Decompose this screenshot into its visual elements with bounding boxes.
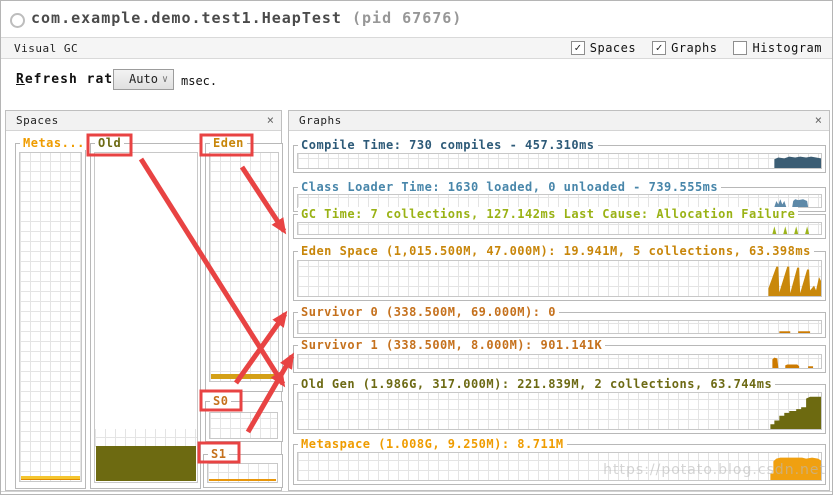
app-status-icon <box>10 13 25 28</box>
window-bottom-divider <box>1 491 832 492</box>
graph-gc-time-label: GC Time: 7 collections, 127.142ms Last C… <box>298 207 799 221</box>
space-eden-label: Eden <box>210 136 247 150</box>
refresh-rate-unit: msec. <box>181 74 218 88</box>
title-pid: (pid 67676) <box>352 9 463 27</box>
gc-time-sparkline <box>772 226 810 234</box>
space-old: Old <box>90 136 201 489</box>
graphs-close-icon[interactable]: × <box>814 113 822 127</box>
title-class-name: com.example.demo.test1.HeapTest <box>31 9 342 27</box>
space-metaspace: Metas... <box>15 136 88 489</box>
graph-metaspace-label: Metaspace (1.008G, 9.250M): 8.711M <box>298 437 567 451</box>
checkbox-spaces[interactable]: ✓ Spaces <box>570 41 637 55</box>
compile-time-sparkline <box>774 156 821 168</box>
space-s1-used-bar <box>209 479 276 481</box>
refresh-rate-row: Refresh rate: Auto ∨ msec. <box>1 59 832 99</box>
graph-survivor-0-label: Survivor 0 (338.500M, 69.000M): 0 <box>298 305 559 319</box>
graph-compile-time-strip <box>297 153 822 169</box>
survivor-0-sparkline <box>779 331 811 333</box>
checkbox-spaces-box[interactable]: ✓ <box>570 41 585 55</box>
graph-compile-time-label: Compile Time: 730 compiles - 457.310ms <box>298 138 598 152</box>
space-metaspace-label: Metas... <box>20 136 88 150</box>
graph-metaspace-strip <box>297 452 822 481</box>
graph-row-compile-time: Compile Time: 730 compiles - 457.310ms <box>293 138 826 173</box>
visual-gc-toolbar: Visual GC ✓ Spaces ✓ Graphs Histogram <box>1 37 832 59</box>
metaspace-sparkline <box>770 457 821 480</box>
graph-gc-time-strip <box>297 222 822 235</box>
eden-space-sparkline <box>768 266 821 296</box>
graph-survivor-0-strip <box>297 320 822 334</box>
graph-row-metaspace: Metaspace (1.008G, 9.250M): 8.711M <box>293 437 826 485</box>
graph-row-survivor-0: Survivor 0 (338.500M, 69.000M): 0 <box>293 305 826 338</box>
space-metaspace-used-bar <box>21 476 80 480</box>
class-loader-sparkline <box>774 199 809 207</box>
space-old-committed-grid <box>95 429 197 447</box>
refresh-rate-select[interactable]: Auto ∨ <box>113 69 174 90</box>
space-s1-chart <box>207 463 278 483</box>
graph-row-survivor-1: Survivor 1 (338.500M, 8.000M): 901.141K <box>293 338 826 373</box>
checkbox-graphs-box[interactable]: ✓ <box>652 41 667 55</box>
graphs-panel-header: Graphs × <box>289 111 829 131</box>
old-gen-sparkline <box>770 396 821 429</box>
view-checkboxes: ✓ Spaces ✓ Graphs Histogram <box>570 41 822 55</box>
tab-visual-gc[interactable]: Visual GC <box>14 42 79 55</box>
graph-survivor-1-strip <box>297 354 822 369</box>
page-title: com.example.demo.test1.HeapTest (pid 676… <box>31 9 462 27</box>
graph-old-gen-strip <box>297 392 822 430</box>
checkbox-histogram-label: Histogram <box>752 41 822 55</box>
space-eden-used-bar <box>211 374 277 379</box>
checkbox-histogram-box[interactable] <box>733 41 748 55</box>
watermark: https://potato.blog.csdn.net <box>603 462 826 478</box>
spaces-close-icon[interactable]: × <box>266 113 274 127</box>
checkbox-spaces-label: Spaces <box>589 41 637 55</box>
graph-eden-space-strip <box>297 260 822 297</box>
space-s1-label: S1 <box>208 447 230 461</box>
checkbox-graphs-label: Graphs <box>671 41 718 55</box>
chevron-down-icon: ∨ <box>161 74 168 85</box>
space-s0-chart <box>209 412 278 439</box>
graph-survivor-1-label: Survivor 1 (338.500M, 8.000M): 901.141K <box>298 338 606 352</box>
graph-eden-space-label: Eden Space (1,015.500M, 47.000M): 19.941… <box>298 244 814 258</box>
refresh-rate-value: Auto <box>129 72 158 86</box>
refresh-rate-label: Refresh rate: <box>16 72 131 87</box>
survivor-1-sparkline <box>772 357 814 368</box>
graph-row-old-gen: Old Gen (1.986G, 317.000M): 221.839M, 2 … <box>293 377 826 434</box>
graph-row-eden-space: Eden Space (1,015.500M, 47.000M): 19.941… <box>293 244 826 301</box>
graphs-panel: Graphs × Compile Time: 730 compiles - 45… <box>288 110 830 491</box>
space-metaspace-chart <box>19 152 82 482</box>
graph-class-loader-label: Class Loader Time: 1630 loaded, 0 unload… <box>298 180 722 194</box>
space-eden: Eden <box>205 136 283 392</box>
spaces-panel: Spaces × Metas... Old Eden S <box>5 110 283 491</box>
space-s0-label: S0 <box>210 394 232 408</box>
space-s0: S0 <box>205 394 283 442</box>
graph-old-gen-label: Old Gen (1.986G, 317.000M): 221.839M, 2 … <box>298 377 776 391</box>
checkbox-graphs[interactable]: ✓ Graphs <box>652 41 717 55</box>
spaces-panel-header: Spaces × <box>6 111 281 131</box>
space-s1: S1 <box>203 447 283 488</box>
graphs-panel-title: Graphs <box>299 114 342 127</box>
graph-class-loader-strip <box>297 194 822 208</box>
spaces-panel-title: Spaces <box>16 114 59 127</box>
checkbox-histogram[interactable]: Histogram <box>733 41 822 55</box>
space-old-used-bar <box>96 446 196 481</box>
titlebar: com.example.demo.test1.HeapTest (pid 676… <box>1 1 832 37</box>
space-eden-chart <box>209 152 279 382</box>
graph-row-gc-time: GC Time: 7 collections, 127.142ms Last C… <box>293 207 826 239</box>
space-old-chart <box>94 152 198 483</box>
space-old-label: Old <box>95 136 125 150</box>
